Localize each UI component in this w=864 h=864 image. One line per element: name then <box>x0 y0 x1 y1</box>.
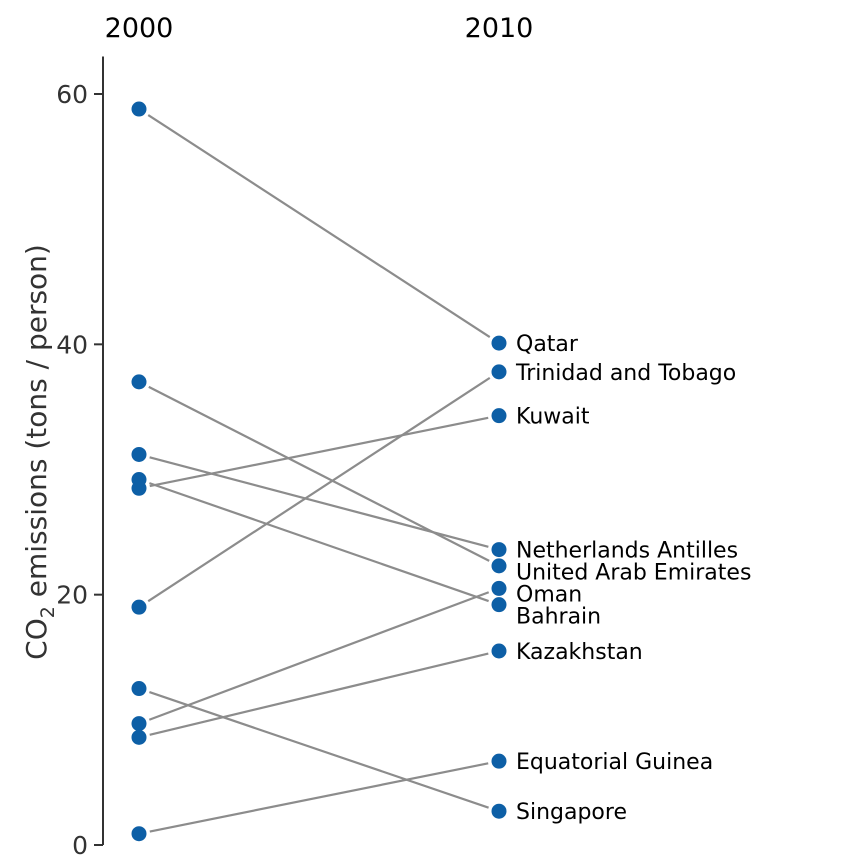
slope-lines <box>147 114 491 833</box>
country-label-5: Oman <box>516 583 582 608</box>
y-axis-title-rest: emissions (tons / person) <box>20 244 53 606</box>
point-2010-1 <box>491 364 507 380</box>
slope-line-1 <box>147 376 491 603</box>
point-2000-7 <box>131 729 147 745</box>
slope-line-9 <box>149 691 489 809</box>
country-label-8: Equatorial Guinea <box>516 750 713 775</box>
point-2010-4 <box>491 558 507 574</box>
slope-line-2 <box>149 416 489 488</box>
point-2000-1 <box>131 599 147 615</box>
point-2000-3 <box>131 446 147 462</box>
country-label-3: Netherlands Antilles <box>516 539 738 564</box>
point-2000-6 <box>131 472 147 488</box>
country-label-7: Kazakhstan <box>516 640 643 665</box>
column-label-2000: 2000 <box>105 13 174 44</box>
country-label-6: Bahrain <box>516 605 601 630</box>
slope-line-6 <box>149 482 489 603</box>
data-points <box>131 101 507 842</box>
country-labels: Qatar Trinidad and Tobago Kuwait Netherland… <box>515 332 751 825</box>
country-label-2: Kuwait <box>516 405 590 430</box>
y-tick-label-20: 20 <box>56 581 88 610</box>
y-axis-title: CO2 emissions (tons / person) <box>20 244 59 660</box>
slope-line-0 <box>147 114 491 339</box>
y-tick-label-0: 0 <box>72 831 88 860</box>
country-label-0: Qatar <box>516 332 579 357</box>
y-axis-title-subscript: 2 <box>37 606 59 618</box>
slope-line-7 <box>149 652 489 736</box>
column-label-2010: 2010 <box>465 13 534 44</box>
point-2010-6 <box>491 597 507 613</box>
point-2000-0 <box>131 101 147 117</box>
point-2010-7 <box>491 643 507 659</box>
point-2000-8 <box>131 826 147 842</box>
slope-line-4 <box>148 385 490 562</box>
point-2010-2 <box>491 408 507 424</box>
country-label-4: United Arab Emirates <box>516 561 751 586</box>
y-tick-label-40: 40 <box>56 330 88 359</box>
country-label-1: Trinidad and Tobago <box>515 361 736 386</box>
slope-line-8 <box>149 762 489 833</box>
y-axis-title-main: CO <box>20 618 53 660</box>
y-tick-label-60: 60 <box>56 80 88 109</box>
point-2010-5 <box>491 580 507 596</box>
slope-line-5 <box>148 591 490 721</box>
point-2010-3 <box>491 542 507 558</box>
point-2010-0 <box>491 335 507 351</box>
point-2000-4 <box>131 374 147 390</box>
point-2010-9 <box>491 803 507 819</box>
y-axis: 0 20 40 60 <box>56 56 104 860</box>
point-2000-5 <box>131 716 147 732</box>
point-2000-9 <box>131 681 147 697</box>
point-2010-8 <box>491 753 507 769</box>
country-label-9: Singapore <box>516 800 627 825</box>
